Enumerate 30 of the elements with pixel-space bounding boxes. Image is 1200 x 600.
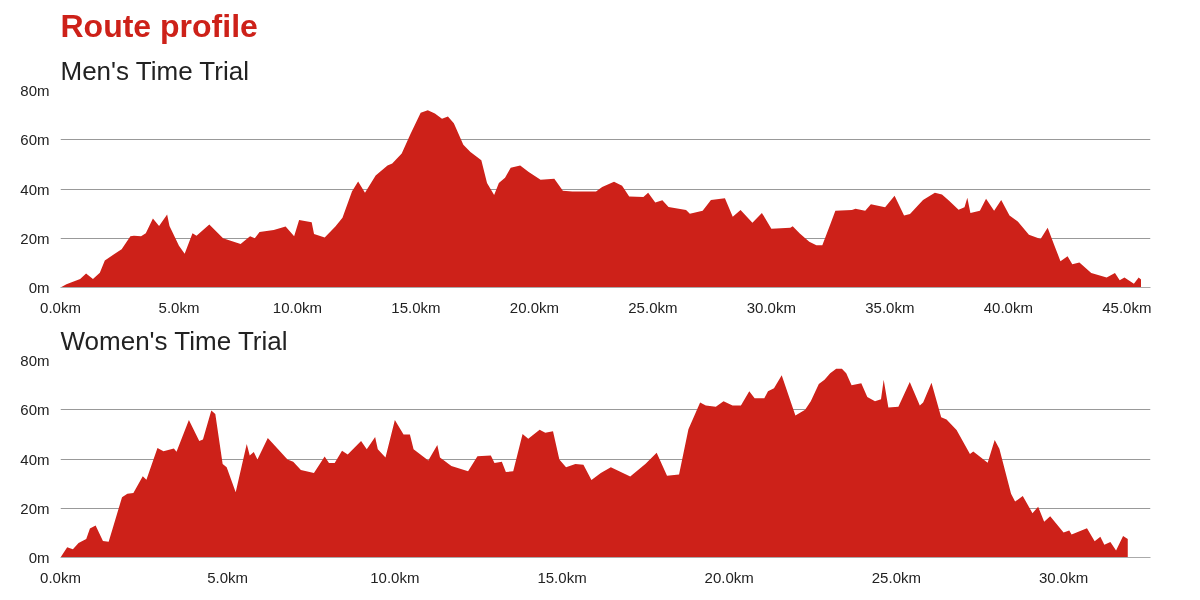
x-tick-label: 15.0km <box>537 568 587 586</box>
x-tick-label: 10.0km <box>370 568 420 586</box>
y-tick-label: 60m <box>20 131 50 149</box>
y-tick-label: 0m <box>28 549 50 566</box>
x-tick-label: 0.0km <box>40 298 81 316</box>
y-tick-label: 40m <box>20 180 50 198</box>
x-tick-label: 35.0km <box>865 298 915 316</box>
x-tick-label: 20.0km <box>509 298 560 316</box>
y-tick-label: 0m <box>28 279 50 296</box>
chart-title: Route profile <box>60 7 258 44</box>
x-tick-label: 10.0km <box>272 298 323 316</box>
y-tick-label: 20m <box>20 499 50 517</box>
chart-subtitle: Men's Time Trial <box>60 55 249 86</box>
y-tick-label: 20m <box>20 229 50 247</box>
y-tick-label: 60m <box>20 401 50 419</box>
x-tick-label: 15.0km <box>391 298 441 316</box>
x-tick-label: 5.0km <box>207 568 249 586</box>
y-tick-label: 80m <box>20 82 50 99</box>
y-tick-label: 40m <box>20 450 50 468</box>
x-tick-label: 30.0km <box>746 298 796 316</box>
x-tick-label: 25.0km <box>628 298 678 316</box>
x-tick-label: 40.0km <box>983 298 1033 316</box>
y-tick-label: 80m <box>20 352 50 369</box>
x-tick-label: 45.0km <box>1102 298 1152 316</box>
x-tick-label: 25.0km <box>871 568 921 586</box>
chart-subtitle: Women's Time Trial <box>60 325 288 356</box>
x-tick-label: 20.0km <box>704 568 754 586</box>
x-tick-label: 30.0km <box>1038 568 1089 586</box>
x-tick-label: 5.0km <box>158 298 200 316</box>
x-tick-label: 0.0km <box>40 568 81 586</box>
